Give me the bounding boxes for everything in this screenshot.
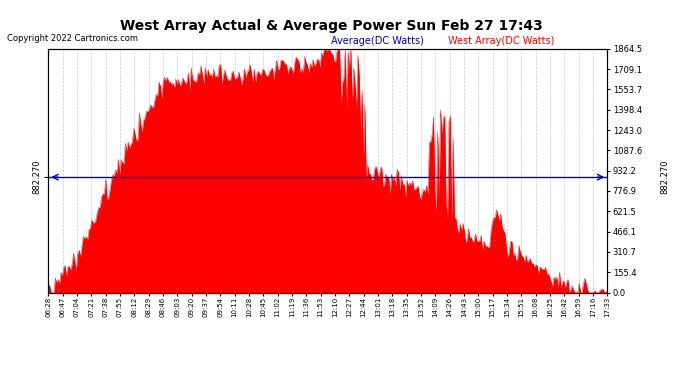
Text: Copyright 2022 Cartronics.com: Copyright 2022 Cartronics.com <box>7 34 138 43</box>
Text: West Array(DC Watts): West Array(DC Watts) <box>448 36 555 46</box>
Text: 882.270: 882.270 <box>660 160 669 194</box>
Text: Average(DC Watts): Average(DC Watts) <box>331 36 424 46</box>
Text: West Array Actual & Average Power Sun Feb 27 17:43: West Array Actual & Average Power Sun Fe… <box>120 19 542 33</box>
